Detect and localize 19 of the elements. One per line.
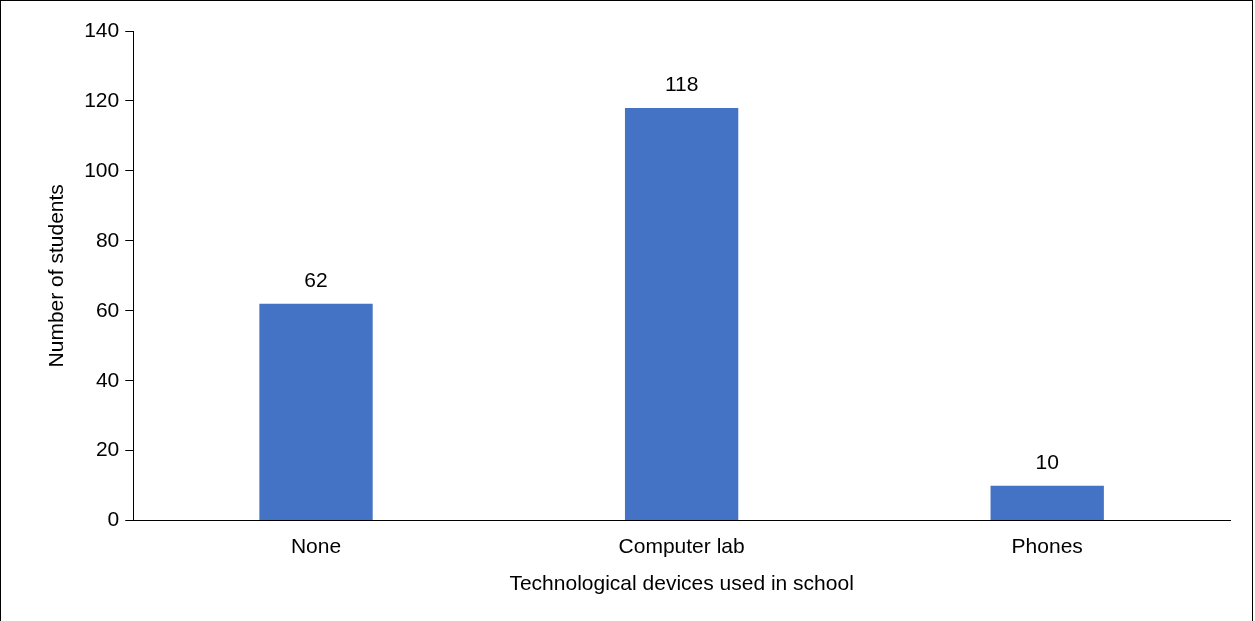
- data-label: 62: [304, 268, 328, 292]
- y-axis-title: Number of students: [44, 184, 68, 368]
- x-tick-label: None: [290, 534, 342, 557]
- bar: [259, 303, 373, 521]
- data-label: 10: [1035, 449, 1059, 473]
- x-tick-label: Computer lab: [618, 534, 745, 557]
- y-tick-label: 40: [95, 367, 120, 391]
- x-axis-title: Technological devices used in school: [509, 571, 854, 595]
- y-tick-label: 60: [95, 297, 120, 321]
- y-tick-label: 80: [95, 227, 120, 251]
- y-tick-label: 20: [95, 437, 120, 461]
- data-label: 118: [664, 72, 699, 96]
- y-tick-label: 120: [84, 87, 120, 111]
- x-tick-label: Phones: [1011, 534, 1083, 557]
- bar: [990, 485, 1104, 521]
- y-tick-label: 100: [84, 157, 120, 181]
- bar: [624, 107, 739, 521]
- y-tick-label: 140: [84, 17, 120, 41]
- y-tick-label: 0: [107, 507, 120, 531]
